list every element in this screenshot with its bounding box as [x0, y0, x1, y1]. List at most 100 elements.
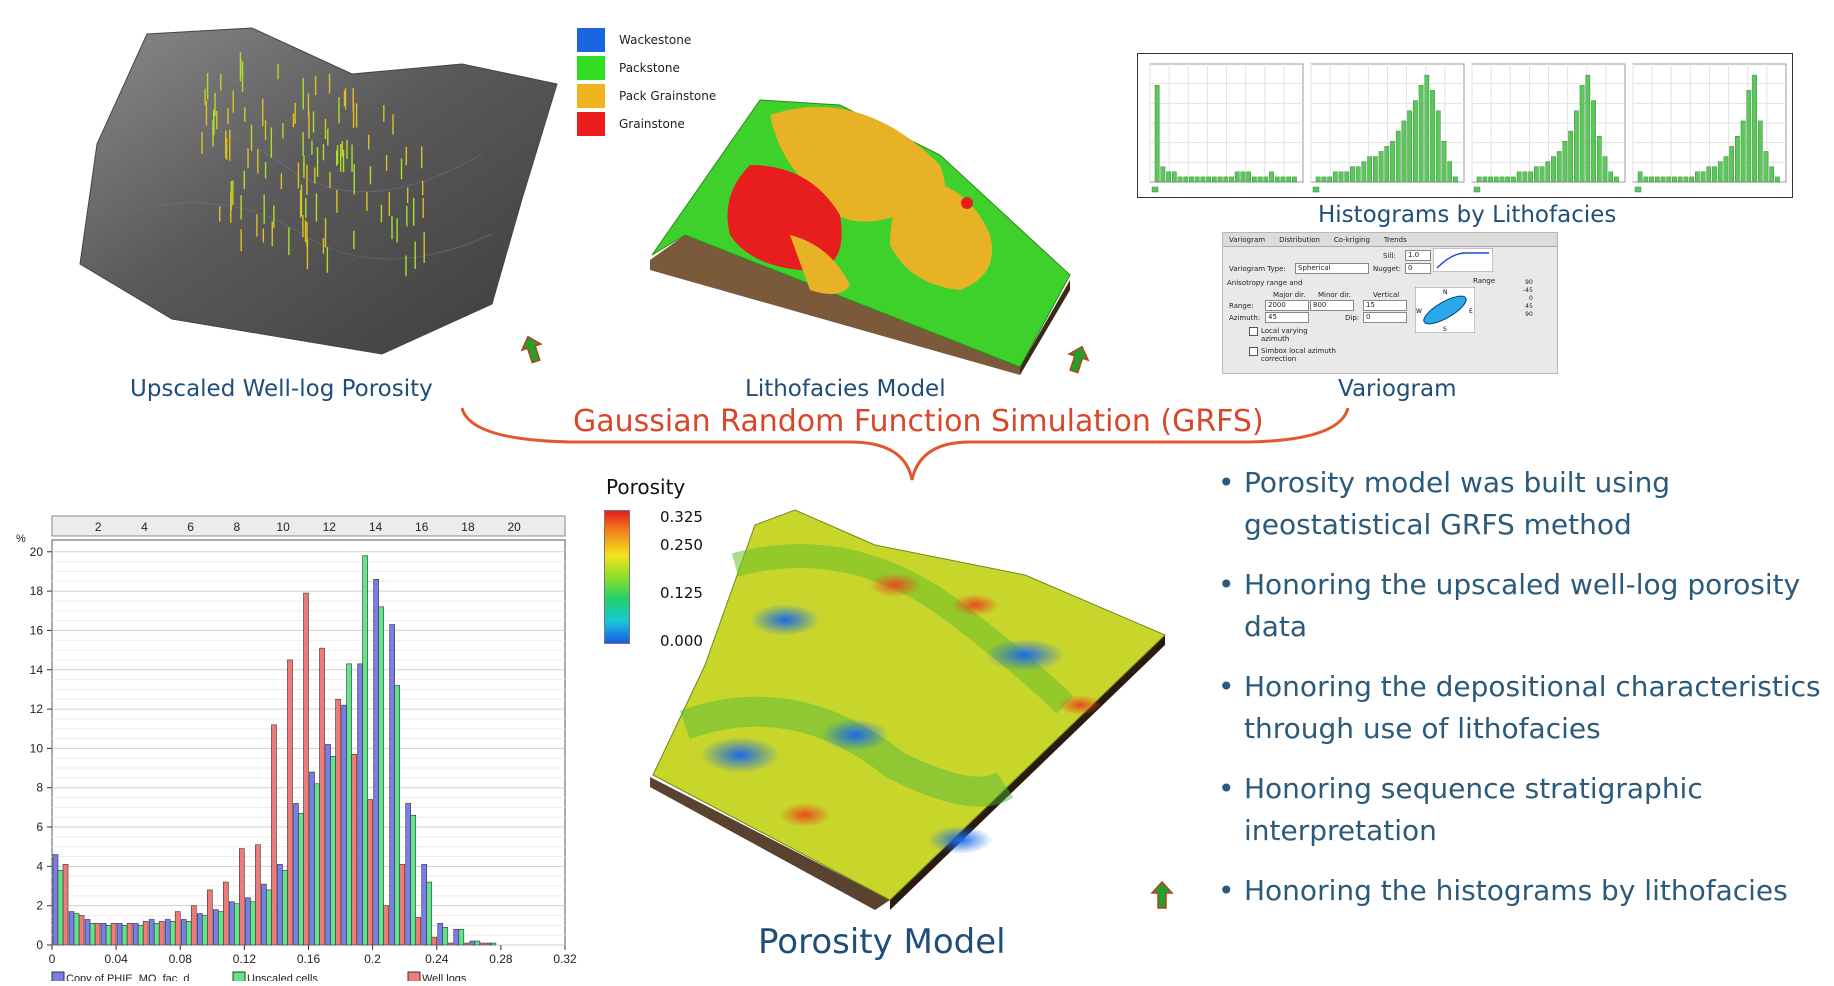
variogram-panel: Variogram Distribution Co-kriging Trends… [1222, 232, 1558, 374]
mini-bar [1194, 176, 1200, 183]
bullet-item: Honoring the depositional characteristic… [1218, 666, 1828, 750]
mini-legend-swatch [1312, 186, 1320, 193]
legend-swatch [577, 28, 605, 52]
mini-bar [1545, 161, 1551, 183]
mini-bar [1418, 85, 1424, 183]
mini-bar [1171, 171, 1177, 183]
simbox-checkbox[interactable] [1249, 347, 1258, 356]
dip-label: Dip: [1345, 314, 1360, 322]
y-tick-label: 10 [30, 741, 44, 755]
mini-bar [1263, 176, 1269, 183]
bar [153, 923, 160, 946]
azimuth-field[interactable]: 45 [1265, 312, 1309, 323]
bar [303, 592, 309, 946]
bar [266, 889, 272, 946]
vertical-range-field[interactable]: 15 [1363, 300, 1407, 311]
legend-pack-grainstone: Pack Grainstone [577, 84, 716, 108]
legend-label: Upscaled cells [247, 973, 318, 981]
bar [335, 698, 341, 946]
mini-bar [1740, 120, 1746, 183]
minor-range-field[interactable]: 800 [1310, 300, 1354, 311]
mini-bar [1189, 176, 1194, 183]
mini-bar [1654, 176, 1660, 183]
y-tick-label: 8 [36, 781, 43, 795]
bar [132, 923, 139, 946]
bar [394, 685, 400, 946]
anisotropy-ellipse-icon: N E S W [1415, 287, 1475, 333]
bullet-list: Porosity model was built using geostatis… [1218, 462, 1828, 930]
legend-swatch [232, 971, 246, 984]
tab-trends[interactable]: Trends [1383, 235, 1407, 244]
top-tick-label: 10 [276, 520, 290, 534]
mini-bar [1327, 176, 1332, 183]
y-tick-label: 16 [30, 623, 44, 637]
tab-variogram[interactable]: Variogram [1229, 235, 1266, 244]
mini-bar [1574, 110, 1579, 183]
top-tick-label: 12 [323, 520, 337, 534]
nugget-field[interactable]: 0 [1405, 263, 1431, 274]
bar [180, 919, 187, 946]
bar [213, 909, 219, 946]
nugget-label: Nugget: [1373, 265, 1401, 273]
bar [78, 915, 85, 946]
top-axis-strip [51, 515, 566, 537]
svg-text:S: S [1443, 326, 1447, 333]
x-tick-label: 0.2 [364, 952, 381, 966]
scale-tick-0250: 0.250 [660, 536, 703, 554]
mini-bar [1286, 176, 1292, 183]
mini-bar [1591, 100, 1596, 183]
bar [84, 919, 91, 946]
mini-legend-swatch [1473, 186, 1481, 193]
mini-bar [1372, 156, 1378, 183]
local-azimuth-checkbox[interactable] [1249, 327, 1258, 336]
bar [201, 915, 208, 946]
mini-bar [1390, 141, 1395, 183]
variogram-type-label: Variogram Type: [1229, 265, 1286, 273]
bullet-item: Honoring the upscaled well-log porosity … [1218, 564, 1828, 648]
bar [282, 869, 288, 946]
y-tick-label: 18 [30, 584, 44, 598]
mini-bar [1229, 176, 1234, 183]
bar [389, 624, 395, 946]
mini-bar [1499, 176, 1505, 183]
porosity-scale-title: Porosity [606, 475, 686, 499]
porosity-colorbar [604, 510, 630, 644]
mini-bar [1700, 171, 1706, 183]
histograms-caption: Histograms by Lithofacies [1318, 202, 1617, 228]
mini-bar [1683, 176, 1689, 183]
mini-bar [1321, 176, 1327, 183]
variogram-type-select[interactable]: Spherical [1295, 263, 1369, 274]
y-tick-label: 2 [36, 899, 43, 913]
mini-bar [1528, 171, 1533, 183]
mini-bar [1602, 156, 1608, 183]
bar [378, 606, 384, 946]
bar [89, 923, 96, 946]
top-tick-label: 16 [415, 520, 429, 534]
mini-bar [1177, 176, 1183, 183]
bar [57, 869, 64, 946]
mini-bar [1539, 166, 1545, 183]
x-tick-label: 0.28 [489, 952, 513, 966]
dip-field[interactable]: 0 [1363, 312, 1407, 323]
mini-bar [1274, 176, 1280, 183]
sill-field[interactable]: 1.0 [1405, 250, 1431, 261]
porosity-histogram-chart: 0 0.04 0.08 0.12 0.16 0.2 0.24 0.28 0.32 2 4 6 8 10 12… [0, 495, 585, 985]
bar [287, 659, 293, 946]
scale-tick-0325: 0.325 [660, 508, 703, 526]
mini-bar [1384, 146, 1390, 183]
tab-co-kriging[interactable]: Co-kriging [1333, 235, 1370, 244]
mini-bar [1395, 130, 1401, 183]
bullet-item: Porosity model was built using geostatis… [1218, 462, 1828, 546]
tab-distribution[interactable]: Distribution [1279, 235, 1320, 244]
bar [415, 917, 422, 946]
vertical-label: Vertical [1373, 291, 1400, 299]
major-range-field[interactable]: 2000 [1265, 300, 1309, 311]
mini-bar [1488, 176, 1493, 183]
bar [207, 889, 213, 946]
mini-bar [1361, 161, 1367, 183]
mini-bar [1332, 171, 1338, 183]
mini-bar [1453, 176, 1458, 183]
mini-bar [1344, 171, 1350, 183]
mini-bar [1689, 176, 1694, 183]
mini-bar [1596, 135, 1602, 183]
